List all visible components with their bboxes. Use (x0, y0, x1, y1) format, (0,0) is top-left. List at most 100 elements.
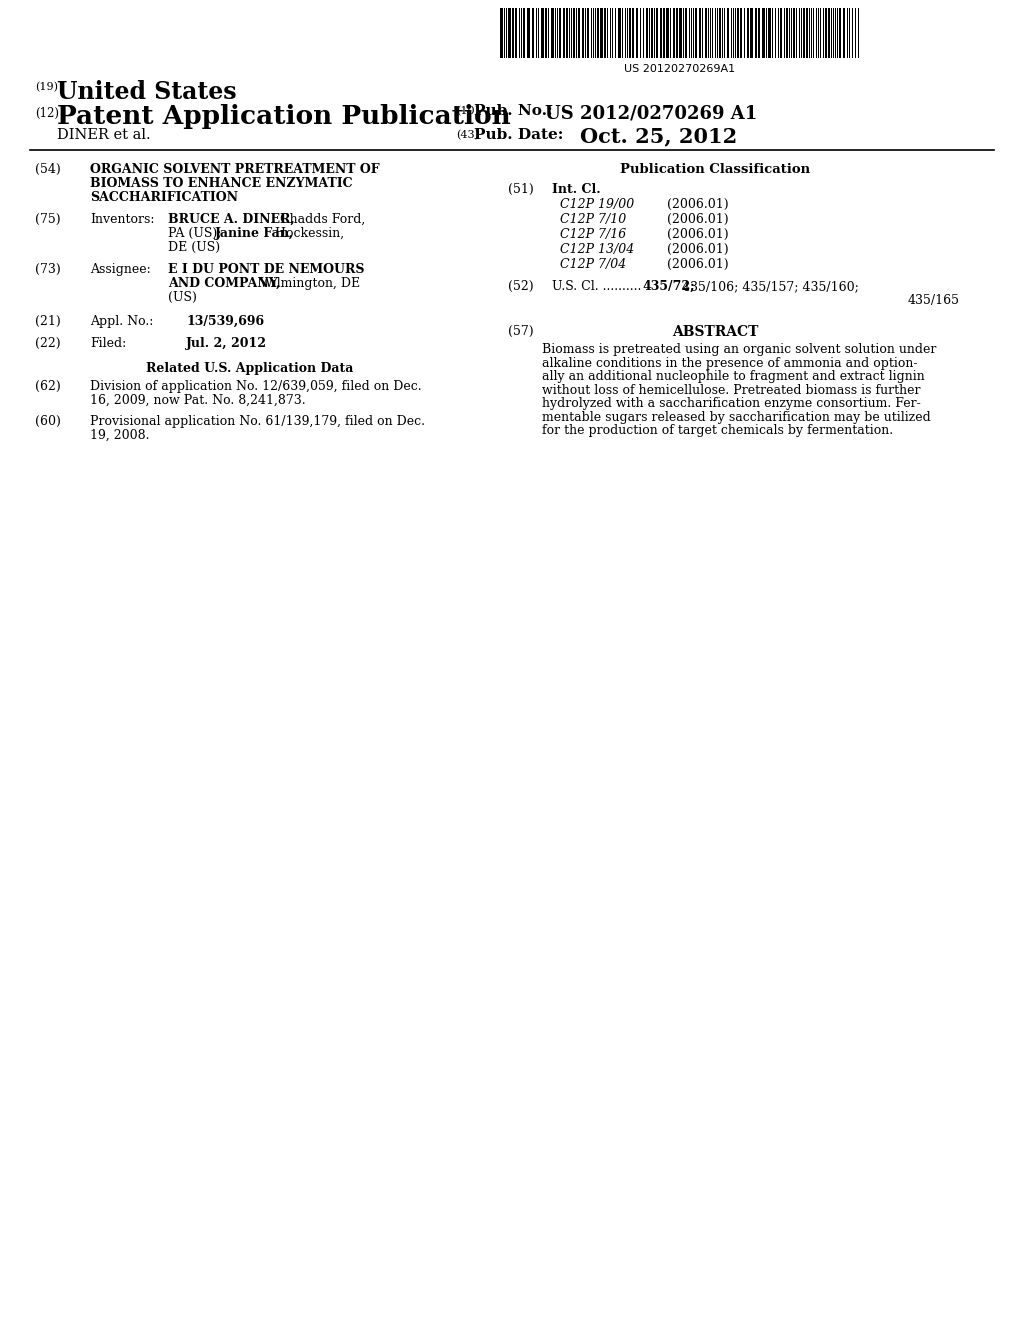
Text: Pub. No.:: Pub. No.: (474, 104, 553, 117)
Text: (19): (19) (35, 82, 58, 92)
Bar (515, 8, 517, 58)
Text: (2006.01): (2006.01) (667, 243, 729, 256)
Text: without loss of hemicellulose. Pretreated biomass is further: without loss of hemicellulose. Pretreate… (542, 384, 921, 396)
Text: C12P 7/16: C12P 7/16 (560, 228, 627, 242)
Bar (828, 8, 830, 58)
Text: (2006.01): (2006.01) (667, 213, 729, 226)
Text: Division of application No. 12/639,059, filed on Dec.: Division of application No. 12/639,059, … (90, 380, 422, 393)
Bar (512, 8, 514, 58)
Text: (52): (52) (508, 280, 534, 293)
Text: (12): (12) (35, 107, 59, 120)
Text: 13/539,696: 13/539,696 (186, 315, 264, 327)
Text: Pub. Date:: Pub. Date: (474, 128, 563, 143)
Bar (843, 8, 845, 58)
Text: (2006.01): (2006.01) (667, 228, 729, 242)
Bar (699, 8, 701, 58)
Text: AND COMPANY,: AND COMPANY, (168, 277, 281, 290)
Bar (663, 8, 665, 58)
Text: (43): (43) (456, 129, 479, 140)
Text: United States: United States (57, 81, 237, 104)
Bar (660, 8, 662, 58)
Text: (2006.01): (2006.01) (667, 257, 729, 271)
Bar (527, 8, 530, 58)
Bar (740, 8, 742, 58)
Bar (746, 8, 749, 58)
Text: DINER et al.: DINER et al. (57, 128, 151, 143)
Text: Assignee:: Assignee: (90, 263, 151, 276)
Text: (60): (60) (35, 414, 60, 428)
Bar (566, 8, 568, 58)
Text: (62): (62) (35, 380, 60, 393)
Text: 435/106; 435/157; 435/160;: 435/106; 435/157; 435/160; (678, 280, 859, 293)
Bar (600, 8, 603, 58)
Text: PA (US);: PA (US); (168, 227, 225, 240)
Text: Chadds Ford,: Chadds Ford, (276, 213, 366, 226)
Text: Wilmington, DE: Wilmington, DE (256, 277, 360, 290)
Bar (705, 8, 707, 58)
Bar (563, 8, 565, 58)
Bar (632, 8, 634, 58)
Bar (500, 8, 503, 58)
Text: (75): (75) (35, 213, 60, 226)
Text: US 20120270269A1: US 20120270269A1 (625, 63, 735, 74)
Text: SACCHARIFICATION: SACCHARIFICATION (90, 191, 238, 205)
Text: Jul. 2, 2012: Jul. 2, 2012 (186, 337, 267, 350)
Text: Inventors:: Inventors: (90, 213, 155, 226)
Bar (545, 8, 547, 58)
Text: 16, 2009, now Pat. No. 8,241,873.: 16, 2009, now Pat. No. 8,241,873. (90, 393, 305, 407)
Text: Janine Fan,: Janine Fan, (215, 227, 294, 240)
Text: for the production of target chemicals by fermentation.: for the production of target chemicals b… (542, 424, 893, 437)
Bar (719, 8, 721, 58)
Text: 435/72;: 435/72; (642, 280, 694, 293)
Text: C12P 7/10: C12P 7/10 (560, 213, 627, 226)
Bar (508, 8, 511, 58)
Text: alkaline conditions in the presence of ammonia and option-: alkaline conditions in the presence of a… (542, 356, 918, 370)
Text: (21): (21) (35, 315, 60, 327)
Text: (54): (54) (35, 162, 60, 176)
Bar (695, 8, 697, 58)
Text: (2006.01): (2006.01) (667, 198, 729, 211)
Text: Related U.S. Application Data: Related U.S. Application Data (146, 362, 353, 375)
Bar (587, 8, 589, 58)
Bar (656, 8, 658, 58)
Text: 435/165: 435/165 (908, 294, 961, 308)
Bar (793, 8, 795, 58)
Text: (22): (22) (35, 337, 60, 350)
Text: C12P 19/00: C12P 19/00 (560, 198, 634, 211)
Text: (73): (73) (35, 263, 60, 276)
Bar (768, 8, 771, 58)
Text: Appl. No.:: Appl. No.: (90, 315, 154, 327)
Text: (57): (57) (508, 325, 534, 338)
Bar (679, 8, 682, 58)
Text: ABSTRACT: ABSTRACT (672, 325, 758, 339)
Text: Publication Classification: Publication Classification (620, 162, 810, 176)
Bar (559, 8, 561, 58)
Bar (573, 8, 575, 58)
Bar (758, 8, 760, 58)
Bar (676, 8, 678, 58)
Text: Hockessin,: Hockessin, (271, 227, 344, 240)
Bar (629, 8, 631, 58)
Text: C12P 7/04: C12P 7/04 (560, 257, 627, 271)
Text: Oct. 25, 2012: Oct. 25, 2012 (580, 125, 737, 147)
Text: mentable sugars released by saccharification may be utilized: mentable sugars released by saccharifica… (542, 411, 931, 424)
Bar (604, 8, 606, 58)
Bar (636, 8, 638, 58)
Bar (727, 8, 729, 58)
Bar (582, 8, 584, 58)
Text: (10): (10) (456, 106, 479, 116)
Bar (523, 8, 525, 58)
Text: hydrolyzed with a saccharification enzyme consortium. Fer-: hydrolyzed with a saccharification enzym… (542, 397, 921, 411)
Text: Provisional application No. 61/139,179, filed on Dec.: Provisional application No. 61/139,179, … (90, 414, 425, 428)
Bar (646, 8, 648, 58)
Bar (618, 8, 621, 58)
Text: C12P 13/04: C12P 13/04 (560, 243, 634, 256)
Bar (786, 8, 788, 58)
Text: BRUCE A. DINER,: BRUCE A. DINER, (168, 213, 295, 226)
Text: US 2012/0270269 A1: US 2012/0270269 A1 (545, 104, 758, 121)
Bar (806, 8, 808, 58)
Text: BIOMASS TO ENHANCE ENZYMATIC: BIOMASS TO ENHANCE ENZYMATIC (90, 177, 352, 190)
Text: ally an additional nucleophile to fragment and extract lignin: ally an additional nucleophile to fragme… (542, 370, 925, 383)
Text: U.S. Cl. ..........: U.S. Cl. .......... (552, 280, 641, 293)
Bar (673, 8, 675, 58)
